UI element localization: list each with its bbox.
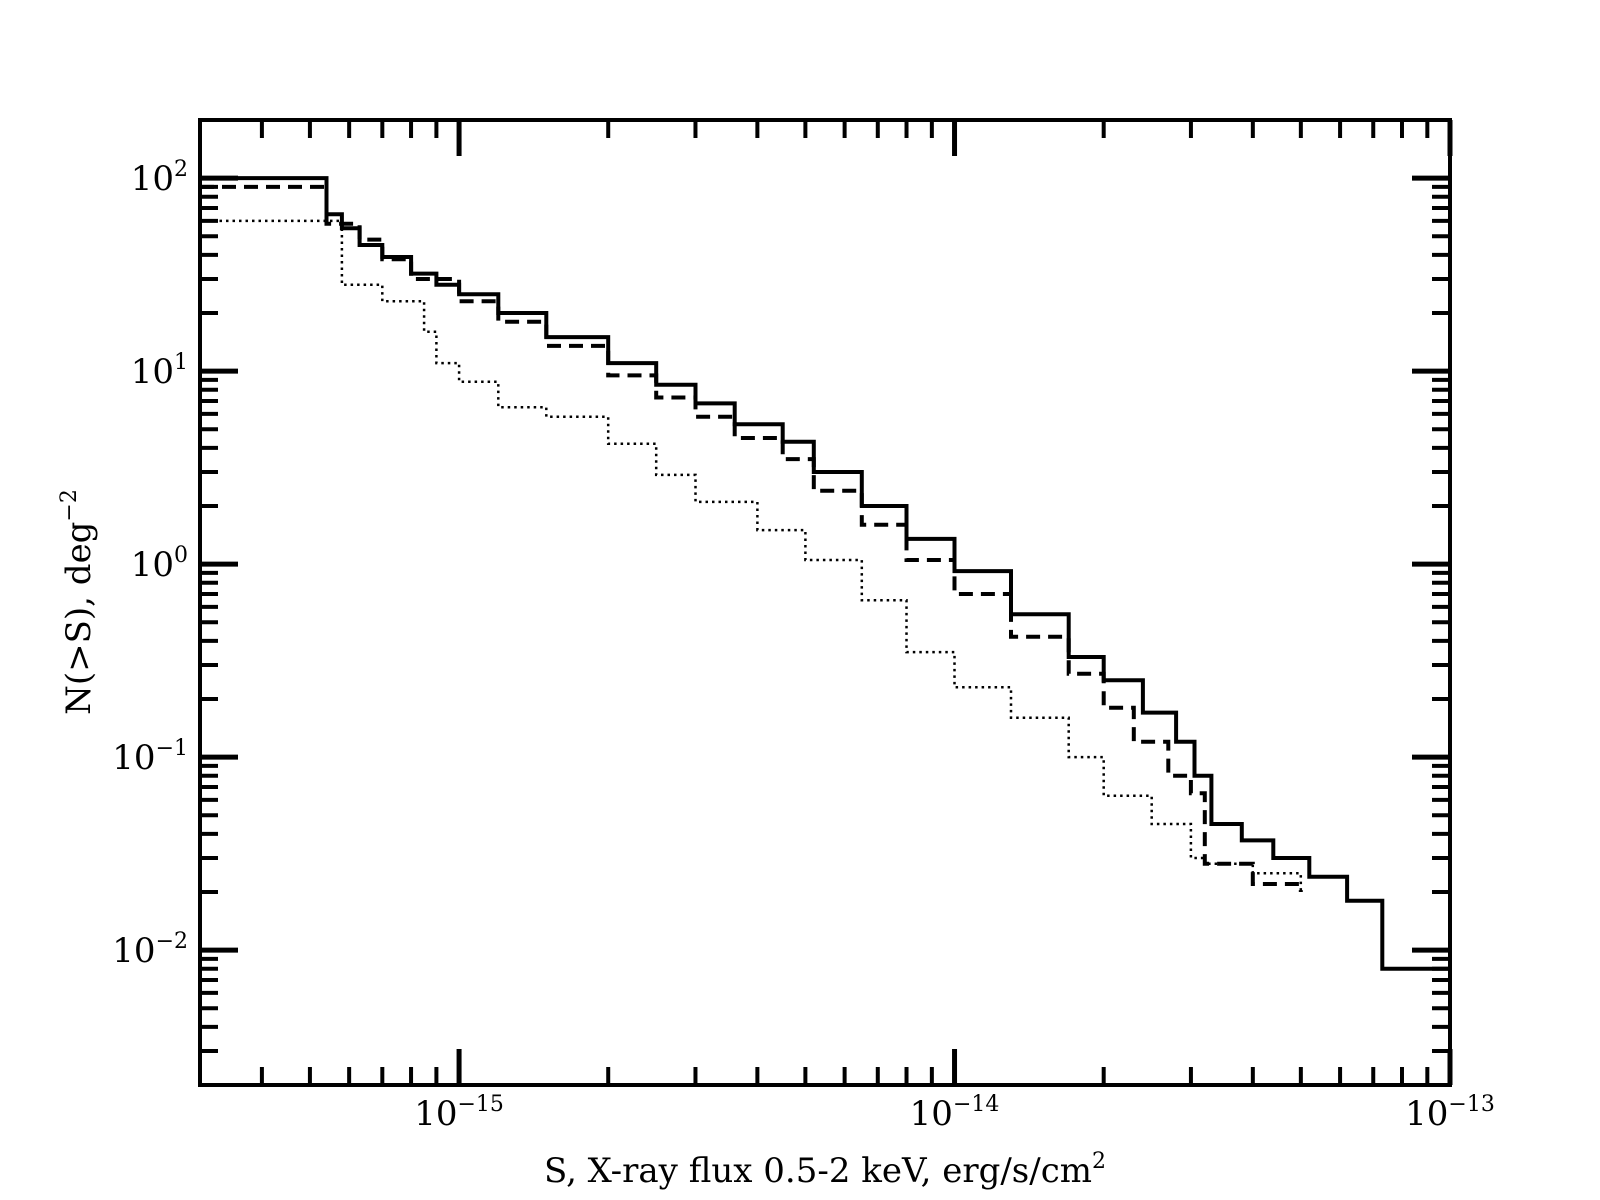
series-dotted-line xyxy=(200,219,1303,892)
x-tick-label: 10−13 xyxy=(1405,1092,1495,1134)
y-tick-label: 10−2 xyxy=(112,929,188,971)
y-tick-label: 100 xyxy=(131,543,188,585)
plot-frame xyxy=(198,118,1452,1087)
y-tick-label: 10−1 xyxy=(112,736,188,778)
tick-labels: 10−15 10−14 10−13 102 101 100 10−1 10−2 xyxy=(112,157,1495,1134)
x-axis-label: S, X-ray flux 0.5-2 keV, erg/s/cm2 xyxy=(544,1149,1106,1191)
y-tick-label: 101 xyxy=(131,350,188,392)
series-layer xyxy=(200,176,1450,971)
series-dashed-line xyxy=(200,184,1303,892)
y-axis-label: N(>S), deg−2 xyxy=(57,489,99,715)
x-tick-label: 10−15 xyxy=(414,1092,504,1134)
y-tick-label: 102 xyxy=(131,157,188,199)
series-solid-line xyxy=(200,176,1450,971)
x-tick-label: 10−14 xyxy=(910,1092,1000,1134)
axis-ticks xyxy=(198,118,1453,1087)
